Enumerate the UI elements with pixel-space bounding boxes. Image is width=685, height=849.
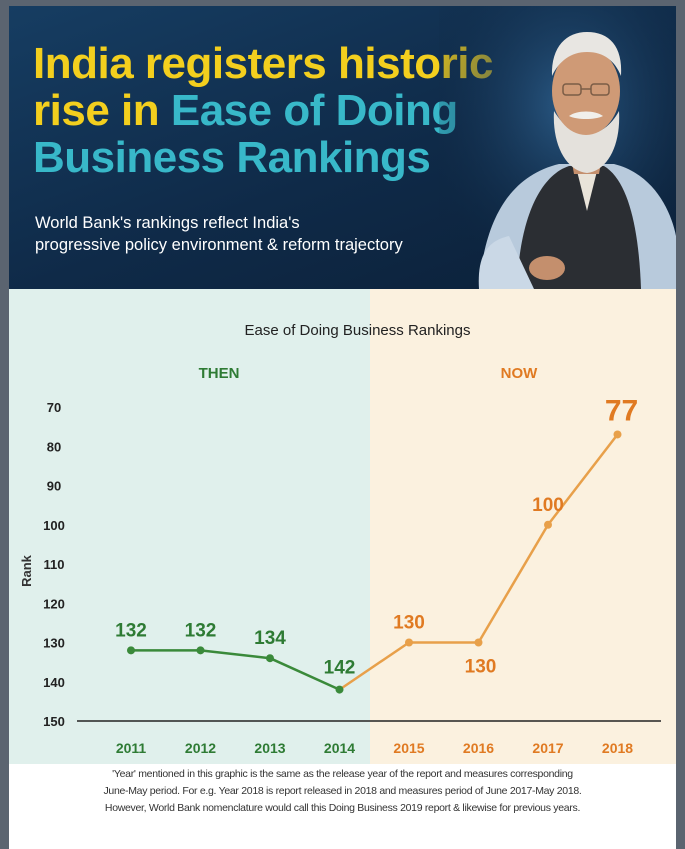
hero-banner: India registers historic rise in Ease of… [9, 6, 676, 289]
then-period-label: THEN [199, 365, 240, 382]
x-tick-label: 2015 [393, 740, 424, 756]
y-tick-label: 120 [43, 596, 65, 611]
series-segment [338, 641, 410, 691]
data-point [405, 638, 413, 647]
now-period-background [370, 289, 676, 764]
subtitle-line-1: World Bank's rankings reflect India's [35, 214, 300, 232]
data-label: 100 [532, 495, 564, 516]
x-tick-label: 2018 [602, 740, 633, 756]
data-point [335, 685, 344, 694]
data-label: 77 [605, 394, 638, 427]
y-tick-label: 70 [47, 400, 61, 415]
footnote: 'Year' mentioned in this graphic is the … [17, 766, 668, 817]
data-point [127, 646, 135, 655]
headline-line-2-highlight: Ease of Doing [170, 86, 458, 135]
x-tick-label: 2012 [185, 740, 216, 756]
headline-line-1: India registers historic [33, 39, 493, 88]
data-label: 132 [185, 620, 217, 641]
rank-line-chart: Ease of Doing Business Rankings THEN NOW… [9, 289, 676, 764]
y-tick-label: 110 [44, 557, 65, 572]
x-tick-label: 2011 [116, 740, 147, 756]
y-axis-ticks: 70 80 90 100 110 120 130 140 150 [43, 400, 65, 729]
footnote-line-2: June-May period. For e.g. Year 2018 is r… [103, 785, 582, 797]
data-point [196, 646, 205, 655]
data-label: 142 [324, 658, 356, 679]
y-tick-label: 80 [47, 439, 61, 454]
y-tick-label: 90 [47, 479, 61, 494]
now-period-label: NOW [501, 365, 539, 382]
headline-line-2-lead: rise in [33, 86, 171, 135]
infographic-card: India registers historic rise in Ease of… [9, 6, 676, 849]
data-point [266, 654, 274, 663]
then-period-background [9, 289, 370, 764]
rank-series-points [127, 430, 622, 694]
subtitle: World Bank's rankings reflect India's pr… [35, 212, 465, 256]
data-label: 132 [115, 620, 147, 641]
data-label: 134 [254, 628, 286, 649]
x-tick-label: 2014 [324, 740, 355, 756]
data-label: 130 [465, 657, 497, 678]
y-tick-label: 150 [43, 714, 65, 729]
rank-series-lines [131, 433, 619, 691]
x-tick-label: 2017 [532, 740, 563, 756]
subtitle-line-2: progressive policy environment & reform … [35, 236, 403, 254]
footnote-line-3: However, World Bank nomenclature would c… [104, 802, 581, 814]
chart-title: Ease of Doing Business Rankings [245, 322, 471, 339]
x-tick-label: 2013 [254, 740, 285, 756]
data-point [544, 520, 552, 529]
x-axis-ticks: 2011 2012 2013 2014 2015 2016 2017 2018 [116, 740, 633, 756]
chart-panel: Ease of Doing Business Rankings THEN NOW… [9, 289, 676, 764]
data-label: 130 [393, 613, 425, 634]
series-segment [477, 524, 550, 644]
series-segment [547, 433, 619, 526]
y-tick-label: 100 [43, 518, 65, 533]
y-tick-label: 140 [43, 675, 65, 690]
series-segment [200, 649, 271, 660]
footnote-line-1: 'Year' mentioned in this graphic is the … [112, 768, 573, 780]
x-tick-label: 2016 [463, 740, 494, 756]
rank-data-labels: 132 132 134 142 130 130 100 77 [115, 394, 638, 678]
y-axis-label: Rank [19, 554, 34, 587]
data-point [613, 430, 622, 439]
portrait-illustration [439, 6, 676, 289]
headline: India registers historic rise in Ease of… [33, 40, 493, 181]
headline-line-2: rise in Ease of Doing [33, 87, 493, 134]
series-segment [269, 657, 341, 691]
headline-line-3: Business Rankings [33, 133, 431, 182]
data-point [474, 638, 483, 647]
y-tick-label: 130 [43, 636, 65, 651]
